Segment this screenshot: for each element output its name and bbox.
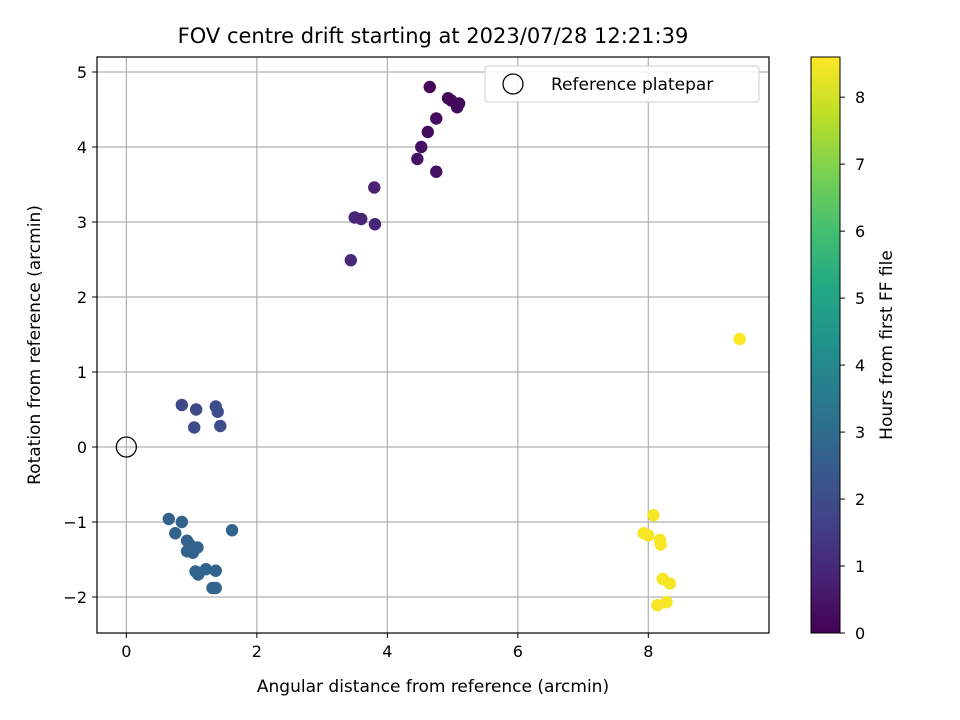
data-point (214, 419, 227, 433)
y-tick-label: −2 (63, 588, 87, 607)
colorbar-tick-label: 4 (855, 356, 865, 375)
data-point (211, 405, 224, 418)
data-point (209, 581, 222, 595)
data-point (415, 140, 428, 154)
plot-frame (96, 56, 770, 634)
reference-point (115, 436, 138, 458)
data-point (430, 165, 443, 178)
y-axis-label: Rotation from reference (arcmin) (25, 205, 45, 485)
colorbar (810, 56, 841, 634)
colorbar-tick-label: 0 (855, 624, 865, 643)
x-tick-label: 2 (252, 642, 262, 661)
x-tick-label: 4 (382, 642, 392, 661)
y-tick-label: −1 (63, 513, 87, 532)
y-tick-label: 3 (77, 213, 87, 232)
data-point (423, 80, 436, 94)
y-tick-label: 2 (77, 288, 87, 307)
data-point (654, 538, 667, 551)
colorbar-tick-label: 5 (855, 289, 865, 308)
data-point (430, 112, 443, 125)
colorbar-tick-label: 2 (855, 490, 865, 509)
legend-marker (502, 73, 524, 95)
data-points (162, 80, 746, 612)
data-point (421, 125, 434, 139)
data-point (368, 181, 381, 194)
x-tick-label: 0 (121, 642, 131, 661)
grid (97, 57, 769, 633)
data-point (188, 421, 201, 434)
colorbar-tick-label: 7 (855, 155, 865, 174)
y-tick-label: 5 (77, 63, 87, 82)
y-tick-label: 1 (77, 363, 87, 382)
y-tick-label: 4 (77, 138, 87, 157)
data-point (411, 152, 424, 166)
colorbar-tick-label: 3 (855, 423, 865, 442)
colorbar-ticks: 0 1 2 3 4 5 6 7 8 (840, 88, 865, 643)
data-point (199, 563, 213, 576)
colorbar-tick-label: 8 (855, 88, 865, 107)
data-point (225, 524, 239, 537)
data-point (642, 529, 655, 542)
data-point (169, 527, 182, 540)
chart-title: FOV centre drift starting at 2023/07/28 … (178, 24, 689, 48)
data-point (175, 398, 189, 412)
data-point (450, 101, 464, 114)
data-point (344, 254, 357, 267)
data-point (651, 599, 664, 612)
data-point (175, 515, 189, 529)
data-point (162, 512, 175, 526)
data-point (733, 332, 746, 346)
colorbar-tick-label: 1 (855, 557, 865, 576)
x-tick-label: 6 (513, 642, 523, 661)
data-point (647, 509, 660, 522)
y-axis-ticks: −2 −1 0 1 2 3 4 5 (63, 63, 97, 607)
colorbar-tick-label: 6 (855, 222, 865, 241)
y-tick-label: 0 (77, 438, 87, 457)
colorbar-label: Hours from first FF file (877, 250, 897, 440)
data-point (368, 218, 382, 231)
data-point (186, 546, 200, 559)
data-point (355, 212, 368, 226)
data-point (209, 564, 222, 577)
legend-label: Reference platepar (551, 75, 713, 95)
reference-marker (115, 436, 138, 458)
data-point (663, 577, 677, 590)
legend-box (484, 65, 760, 103)
x-tick-label: 8 (643, 642, 653, 661)
data-point (189, 403, 203, 416)
x-axis-label: Angular distance from reference (arcmin) (257, 677, 609, 697)
legend: Reference platepar (484, 65, 760, 103)
x-axis-ticks: 0 2 4 6 8 (121, 633, 653, 661)
